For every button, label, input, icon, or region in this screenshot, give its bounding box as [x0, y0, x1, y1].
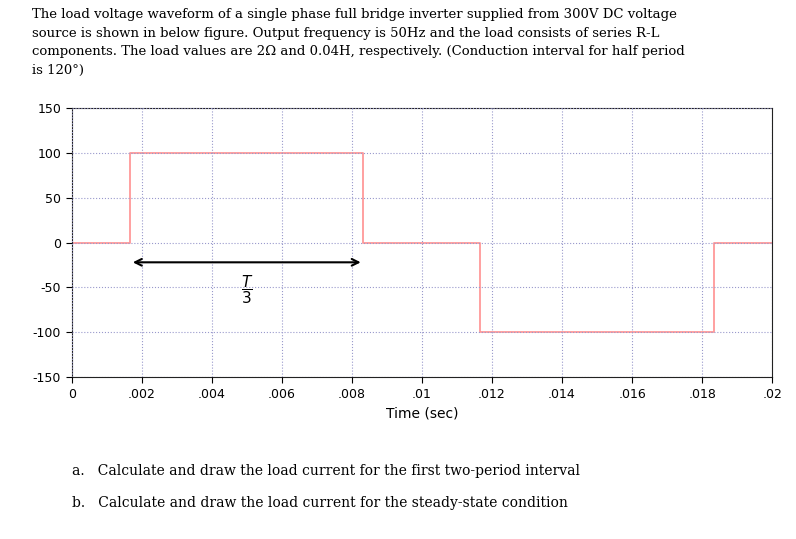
- X-axis label: Time (sec): Time (sec): [385, 406, 458, 420]
- Text: a.   Calculate and draw the load current for the first two-period interval: a. Calculate and draw the load current f…: [72, 464, 579, 478]
- Text: The load voltage waveform of a single phase full bridge inverter supplied from 3: The load voltage waveform of a single ph…: [32, 8, 685, 77]
- Text: b.   Calculate and draw the load current for the steady-state condition: b. Calculate and draw the load current f…: [72, 496, 568, 510]
- Text: $\dfrac{T}{3}$: $\dfrac{T}{3}$: [240, 273, 253, 306]
